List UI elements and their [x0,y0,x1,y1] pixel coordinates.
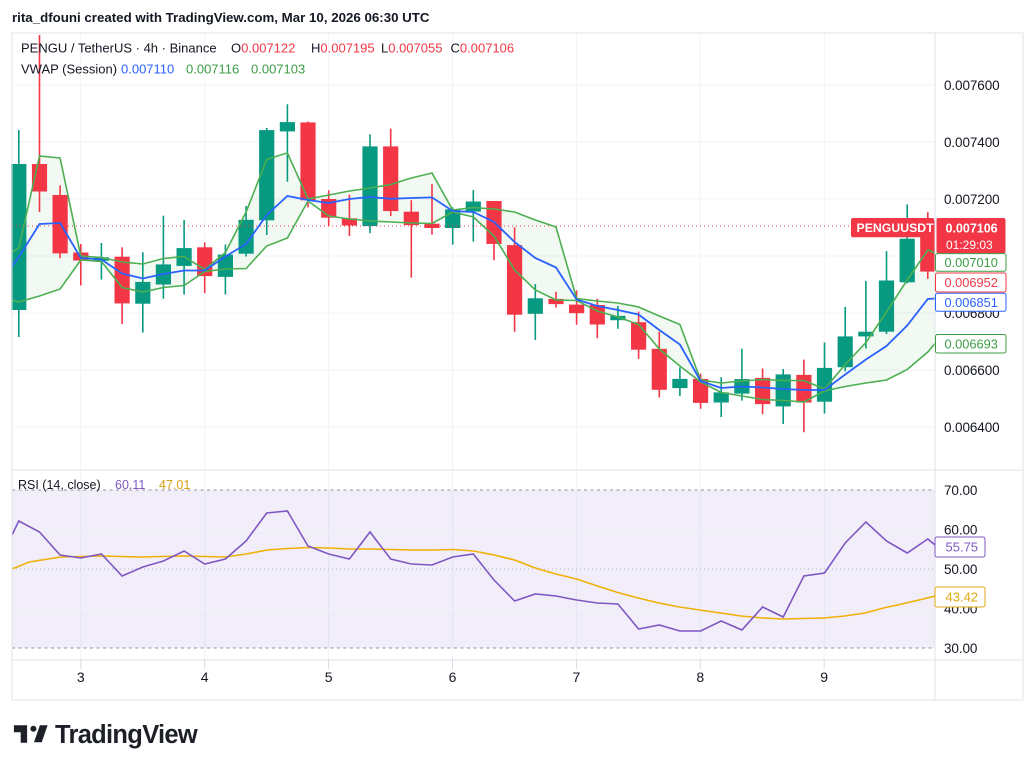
svg-text:70.00: 70.00 [944,483,977,498]
svg-text:O0.007122: O0.007122 [231,41,295,56]
svg-text:PENGU / TetherUS · 4h · Binanc: PENGU / TetherUS · 4h · Binance [21,41,217,56]
svg-text:55.75: 55.75 [946,540,979,555]
svg-text:30.00: 30.00 [944,641,977,656]
svg-text:rita_dfouni created with Tradi: rita_dfouni created with TradingView.com… [12,10,430,25]
svg-text:6: 6 [449,669,457,685]
svg-text:47.01: 47.01 [159,478,190,492]
svg-text:3: 3 [77,669,85,685]
svg-text:0.007110: 0.007110 [121,62,174,77]
svg-text:01:29:03: 01:29:03 [946,238,993,252]
svg-text:0.006400: 0.006400 [944,420,1000,435]
svg-text:4: 4 [201,669,209,685]
svg-text:43.42: 43.42 [946,590,979,605]
svg-text:TradingView: TradingView [55,721,198,749]
svg-text:0.006600: 0.006600 [944,363,1000,378]
svg-text:0.006851: 0.006851 [945,295,998,310]
svg-text:0.007106: 0.007106 [946,222,998,236]
svg-text:0.006693: 0.006693 [945,336,998,351]
svg-text:7: 7 [573,669,581,685]
svg-text:C0.007106: C0.007106 [451,41,515,56]
svg-text:0.007600: 0.007600 [944,78,1000,93]
svg-text:9: 9 [820,669,828,685]
svg-text:0.006952: 0.006952 [945,275,998,290]
svg-text:60.00: 60.00 [944,523,977,538]
svg-text:0.007103: 0.007103 [251,62,305,77]
svg-text:8: 8 [696,669,704,685]
svg-text:RSI (14, close): RSI (14, close) [18,478,101,492]
svg-text:L0.007055: L0.007055 [381,41,442,56]
svg-text:0.007200: 0.007200 [944,192,1000,207]
svg-text:5: 5 [325,669,333,685]
svg-text:50.00: 50.00 [944,562,977,577]
svg-text:0.007400: 0.007400 [944,135,1000,150]
svg-text:VWAP (Session): VWAP (Session) [21,62,117,77]
svg-text:H0.007195: H0.007195 [311,41,375,56]
svg-text:PENGUUSDT: PENGUUSDT [857,221,935,235]
svg-text:0.007116: 0.007116 [186,62,239,77]
svg-text:60.11: 60.11 [115,478,145,492]
svg-text:0.007010: 0.007010 [945,255,998,270]
